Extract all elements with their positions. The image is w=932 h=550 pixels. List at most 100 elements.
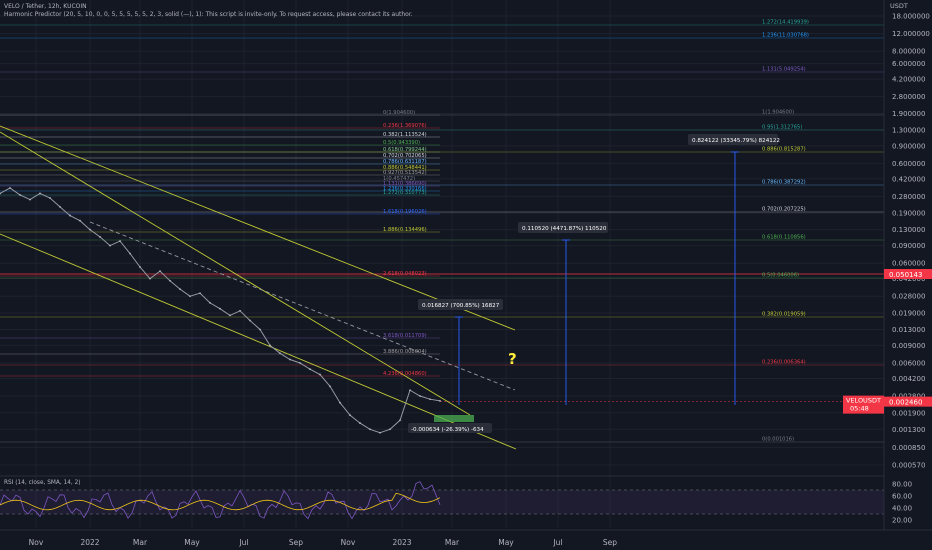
rsi-tick-label: 20.00 [892, 517, 912, 525]
fib-level-label: 0.618(0.110856) [762, 235, 806, 241]
price-point [329, 385, 331, 388]
price-point [169, 279, 171, 282]
fib-level-label: 0.886(0.548441) [383, 165, 427, 171]
dashed-trend-line [89, 221, 516, 391]
price-tick-label: 8.000000 [892, 48, 925, 56]
price-point [59, 205, 61, 208]
fib-level-label: 1.618(0.196026) [383, 209, 427, 215]
fib-level-label: 0.886(0.815287) [762, 147, 806, 153]
indicator-title: Harmonic Predictor (20, 5, 10, 0, 0, 5, … [4, 11, 413, 18]
symbol-label: VELOUSDT [846, 397, 881, 405]
price-tick-label: 0.019000 [892, 310, 925, 318]
price-point [249, 319, 251, 322]
price-point [219, 307, 221, 310]
time-tick-label: 2022 [80, 538, 99, 547]
price-point [139, 266, 141, 268]
time-tick-label: May [184, 538, 200, 547]
price-tick-label: 0.002800 [892, 393, 925, 401]
price-tick-label: 0.004200 [892, 375, 925, 383]
time-tick-label: Jul [552, 538, 562, 547]
grid [0, 0, 884, 528]
price-tick-label: 4.200000 [892, 76, 925, 84]
price-point [419, 395, 421, 397]
measure-label: 0.016827 (700.85%) 16827 [422, 303, 500, 309]
time-tick-label: Mar [445, 538, 460, 547]
fib-level-label: 1(1.904600) [762, 110, 794, 116]
fib-level-label: 0.786(0.631187) [383, 159, 427, 165]
measure-label-bg [518, 222, 608, 233]
rsi-pane: RSI (14, close, SMA, 14, 2) [0, 475, 884, 520]
price-point [379, 431, 381, 434]
time-tick-label: 2023 [392, 538, 411, 547]
price-point [389, 428, 391, 431]
price-tick-label: 0.900000 [892, 142, 925, 150]
fib-level-label: 0.702(0.207225) [762, 207, 806, 213]
price-point [109, 244, 111, 247]
measure-label: -0.000634 (-26.39%) -634 [411, 427, 484, 433]
price-tick-label: 0.028000 [892, 293, 925, 301]
currency-label: USDT [890, 2, 908, 10]
trend-line-mid [0, 131, 471, 416]
time-tick-label: Sep [289, 538, 303, 547]
fib-level-label: 0.702(0.702065) [383, 153, 427, 159]
price-point [159, 270, 161, 272]
price-point [359, 422, 361, 424]
fib-level-label: 0.382(1.113524) [383, 132, 427, 138]
current-price-badge [884, 396, 932, 407]
fib-levels [0, 24, 884, 443]
fib-level-label: 1.272(0.310773) [383, 190, 427, 196]
price-tick-label: 0.190000 [892, 210, 925, 218]
price-point [339, 401, 341, 404]
price-point [79, 219, 81, 222]
price-tick-label: 0.009000 [892, 342, 925, 350]
price-point [49, 197, 51, 199]
fib-level-label: 4.236(0.004860) [383, 371, 427, 377]
trend-lines[interactable] [0, 125, 517, 450]
price-point [349, 414, 351, 417]
fib-level-label: 0.618(0.799244) [383, 147, 427, 153]
fib-level-label: 3.618(0.011709) [383, 333, 427, 339]
price-tick-label: 1.300000 [892, 126, 925, 134]
price-tick-label: 0.042000 [892, 275, 925, 283]
price-tick-label: 0.130000 [892, 226, 925, 234]
fib-level-label: 1(0.457472) [383, 176, 415, 182]
price-point [319, 373, 321, 376]
fib-level-label: 1.272(14.419939) [762, 20, 809, 26]
fib-level-label: 0.5(0.943390) [383, 140, 420, 146]
fib-labels: 0(1.904600) 0.236(1.369076) 0.382(1.113524… [383, 20, 809, 443]
fib-level-label: 0(1.904600) [383, 110, 415, 116]
price-tick-label: 0.000850 [892, 444, 925, 452]
price-point [89, 228, 91, 231]
price-point [269, 344, 271, 347]
price-point [0, 192, 1, 195]
price-tick-label: 0.060000 [892, 260, 925, 268]
price-point [29, 198, 31, 201]
price-point [399, 419, 401, 422]
price-series [0, 187, 441, 434]
price-point [99, 236, 101, 238]
fib-level-label: 1.236(0.330166) [383, 186, 427, 192]
price-point [119, 240, 121, 242]
time-tick-label: May [498, 538, 514, 547]
price-point [39, 192, 41, 195]
time-tick-label: Nov [29, 538, 44, 547]
price-point [229, 314, 231, 317]
price-point [239, 309, 241, 312]
price-tick-label: 0.600000 [892, 160, 925, 168]
fib-level-label: 0.927(0.513542) [383, 170, 427, 176]
fib-level-label: 1.131(5.049254) [762, 67, 806, 73]
fib-level-label: 0.236(0.006364) [762, 360, 806, 366]
price-tick-label: 1.900000 [892, 110, 925, 118]
price-tick-label: 0.000570 [892, 462, 925, 470]
time-tick-label: Jul [238, 538, 248, 547]
time-tick-label: Sep [603, 538, 617, 547]
price-point [19, 194, 21, 196]
price-tick-label: 0.001900 [892, 409, 925, 417]
measure-tools[interactable]: 0.824122 (33345.79%) 824122 0.110520 (447… [408, 134, 780, 433]
price-tick-label: 18.000000 [892, 13, 930, 21]
measure-box-green [434, 415, 474, 422]
rsi-line [0, 481, 441, 520]
fib-level-label: 1.236(11.030768) [762, 33, 809, 39]
